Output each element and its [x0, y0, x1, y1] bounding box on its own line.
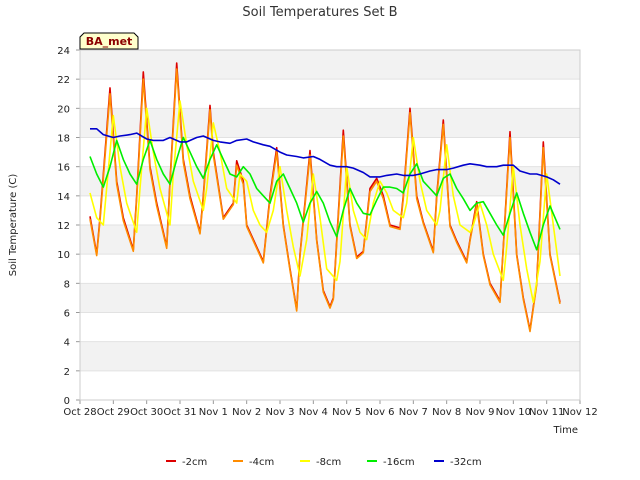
data-series-lines — [89, 62, 561, 333]
legend-label: -2cm — [182, 457, 207, 468]
y-tick-label: 10 — [57, 250, 70, 261]
plot-border — [79, 49, 581, 401]
grid-band — [80, 137, 580, 167]
x-tick-label: Nov 7 — [399, 407, 428, 418]
x-tick-label: Nov 11 — [529, 407, 564, 418]
x-tick-label: Nov 8 — [432, 407, 461, 418]
series-line-neg16cm — [89, 136, 561, 251]
y-tick-label: 6 — [64, 309, 70, 320]
x-tick-label: Nov 5 — [332, 407, 361, 418]
y-tick-label: 8 — [64, 279, 70, 290]
series-line-neg4cm — [89, 68, 561, 333]
x-tick-label: Oct 28 — [63, 407, 96, 418]
y-tick-label: 16 — [57, 163, 70, 174]
x-tick-label: Nov 10 — [496, 407, 531, 418]
x-tick-label: Oct 29 — [97, 407, 130, 418]
x-tick-label: Nov 12 — [562, 407, 597, 418]
x-tick-label: Nov 9 — [465, 407, 494, 418]
grid-band — [80, 341, 580, 371]
x-tick-label: Nov 4 — [299, 407, 328, 418]
y-tick-label: 14 — [57, 192, 70, 203]
y-tick-label: 4 — [64, 338, 70, 349]
grid-band — [80, 50, 580, 80]
grid-band — [80, 108, 580, 138]
legend-label: -8cm — [316, 457, 341, 468]
grid-band — [80, 370, 580, 400]
site-badge: BA_met — [79, 32, 139, 50]
x-axis-title: Time — [553, 425, 578, 436]
y-tick-label: 0 — [64, 396, 70, 407]
badge-shape — [79, 32, 139, 50]
grid-band — [80, 166, 580, 196]
y-tick-label: 18 — [57, 134, 70, 145]
y-tick-label: 24 — [57, 46, 70, 57]
chart-title: Soil Temperatures Set B — [242, 5, 397, 20]
series-line-neg8cm — [89, 100, 561, 304]
grid-band — [80, 79, 580, 109]
legend: -2cm -4cm -8cm -16cm -32cm — [166, 457, 482, 468]
grid-band — [80, 254, 580, 284]
y-tick-label: 20 — [57, 104, 70, 115]
x-tick-label: Oct 31 — [163, 407, 196, 418]
legend-label: -16cm — [383, 457, 415, 468]
x-tick-label: Nov 6 — [365, 407, 394, 418]
x-tick-label: Nov 2 — [232, 407, 261, 418]
legend-label: -4cm — [249, 457, 274, 468]
legend-label: -32cm — [450, 457, 482, 468]
grid-band — [80, 312, 580, 342]
badge-label: BA_met — [86, 35, 133, 48]
x-axis-ticks: Oct 28 Oct 29 Oct 30 Oct 31 Nov 1 Nov 2 Nov 3 N… — [63, 400, 598, 418]
x-tick-label: Nov 1 — [199, 407, 228, 418]
y-tick-label: 12 — [57, 221, 70, 232]
x-tick-label: Nov 3 — [265, 407, 294, 418]
grid-bands — [80, 49, 580, 401]
y-axis-title: Soil Temperature (C) — [8, 174, 19, 277]
y-tick-label: 22 — [57, 75, 70, 86]
x-tick-label: Oct 30 — [130, 407, 163, 418]
series-line-neg32cm — [90, 128, 561, 185]
y-tick-label: 2 — [64, 367, 70, 378]
